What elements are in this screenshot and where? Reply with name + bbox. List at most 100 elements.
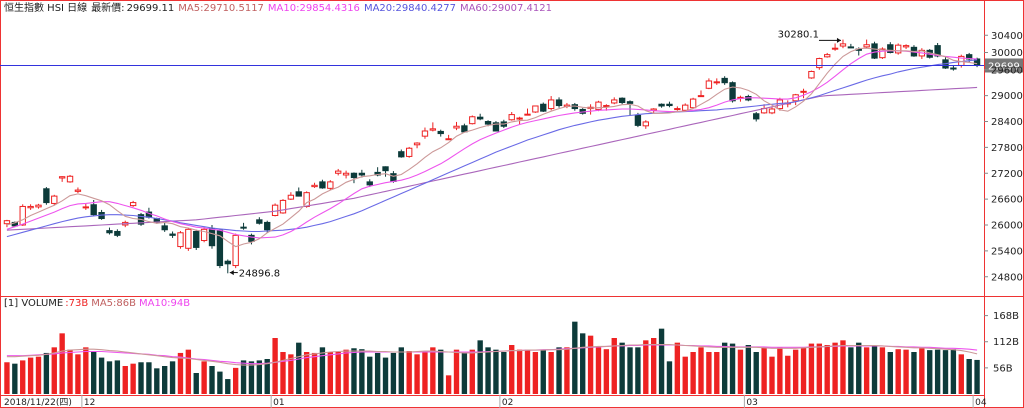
volume-bar[interactable] [264, 359, 270, 394]
volume-bar[interactable] [83, 347, 89, 394]
candle[interactable] [74, 187, 82, 194]
candle[interactable] [753, 112, 760, 122]
volume-bar[interactable] [863, 347, 870, 394]
candle[interactable] [626, 100, 634, 116]
volume-bar[interactable] [469, 349, 475, 394]
candle[interactable] [287, 192, 295, 200]
volume-bar[interactable] [690, 352, 696, 394]
volume-bar[interactable] [367, 356, 373, 394]
volume-bar[interactable] [808, 343, 815, 394]
volume-bar[interactable] [658, 328, 665, 394]
volume-bar[interactable] [950, 349, 957, 394]
candle[interactable] [232, 233, 239, 269]
candle[interactable] [445, 134, 452, 141]
candle[interactable] [666, 101, 673, 108]
candle[interactable] [398, 149, 405, 158]
volume-bar[interactable] [453, 349, 460, 394]
volume-bar[interactable] [856, 342, 862, 394]
volume-bar[interactable] [942, 350, 949, 394]
candle[interactable] [871, 41, 878, 59]
candle[interactable] [642, 120, 649, 129]
candle[interactable] [729, 81, 736, 103]
candle[interactable] [161, 222, 168, 232]
candle[interactable] [634, 112, 642, 128]
volume-bar[interactable] [359, 349, 365, 394]
volume-bar[interactable] [177, 352, 184, 394]
candle[interactable] [800, 88, 807, 99]
volume-bar[interactable] [27, 357, 34, 394]
volume-bar[interactable] [114, 360, 121, 394]
volume-bar[interactable] [311, 352, 318, 394]
candle[interactable] [697, 90, 705, 98]
volume-bar[interactable] [20, 360, 26, 394]
volume-bar[interactable] [887, 352, 893, 394]
volume-bar[interactable] [461, 352, 468, 394]
candle[interactable] [689, 97, 697, 109]
volume-bar[interactable] [319, 347, 326, 394]
volume-bar[interactable] [98, 357, 105, 394]
candle[interactable] [847, 43, 855, 49]
volume-bar[interactable] [556, 347, 562, 394]
volume-bar[interactable] [414, 354, 420, 394]
volume-bar[interactable] [682, 356, 688, 394]
candle[interactable] [82, 203, 89, 210]
volume-bar[interactable] [209, 366, 215, 394]
volume-bar[interactable] [879, 347, 886, 394]
volume-bar[interactable] [666, 361, 673, 394]
volume-bar[interactable] [540, 349, 546, 394]
volume-bar[interactable] [335, 352, 341, 394]
candle[interactable] [902, 44, 910, 50]
candle[interactable] [721, 76, 728, 85]
volume-bar[interactable] [51, 347, 57, 394]
candle[interactable] [429, 122, 437, 132]
volume-bar[interactable] [516, 349, 523, 394]
volume-bar[interactable] [422, 352, 428, 394]
candle[interactable] [611, 97, 618, 105]
candle[interactable] [816, 57, 823, 70]
volume-bar[interactable] [524, 349, 531, 394]
candle[interactable] [476, 113, 484, 121]
volume-bar[interactable] [974, 359, 980, 394]
volume-bar[interactable] [871, 346, 878, 394]
volume-bar[interactable] [903, 349, 909, 394]
candle[interactable] [224, 259, 231, 274]
volume-bar[interactable] [777, 347, 783, 394]
volume-bar[interactable] [390, 352, 397, 394]
candle[interactable] [705, 78, 713, 90]
volume-bar[interactable] [327, 352, 333, 394]
candle[interactable] [43, 187, 50, 205]
candle[interactable] [406, 146, 413, 158]
volume-bar[interactable] [635, 347, 641, 394]
candle[interactable] [240, 222, 247, 230]
volume-bar[interactable] [303, 352, 310, 394]
volume-bar[interactable] [430, 347, 436, 394]
volume-bar[interactable] [729, 343, 736, 394]
candle[interactable] [540, 102, 547, 113]
candle[interactable] [824, 52, 831, 58]
volume-bar[interactable] [816, 343, 822, 394]
candle[interactable] [193, 229, 200, 251]
candle[interactable] [327, 180, 334, 191]
volume-bar[interactable] [572, 321, 578, 394]
candle[interactable] [469, 115, 476, 125]
volume-bar[interactable] [619, 342, 625, 394]
volume-bar[interactable] [154, 368, 160, 394]
volume-bar[interactable] [280, 352, 286, 394]
candle[interactable] [887, 42, 894, 54]
candle[interactable] [106, 227, 113, 235]
candle[interactable] [271, 203, 279, 217]
volume-bar[interactable] [721, 342, 728, 394]
candle[interactable] [792, 93, 799, 106]
candle[interactable] [19, 204, 26, 226]
candle[interactable] [524, 108, 531, 116]
candle[interactable] [532, 105, 539, 113]
volume-bar[interactable] [501, 352, 507, 394]
candle[interactable] [713, 78, 720, 85]
volume-bar[interactable] [256, 360, 263, 394]
candle[interactable] [682, 103, 689, 113]
candle[interactable] [768, 107, 776, 115]
volume-bar[interactable] [201, 361, 207, 394]
candle[interactable] [595, 100, 602, 112]
candle[interactable] [66, 174, 74, 183]
